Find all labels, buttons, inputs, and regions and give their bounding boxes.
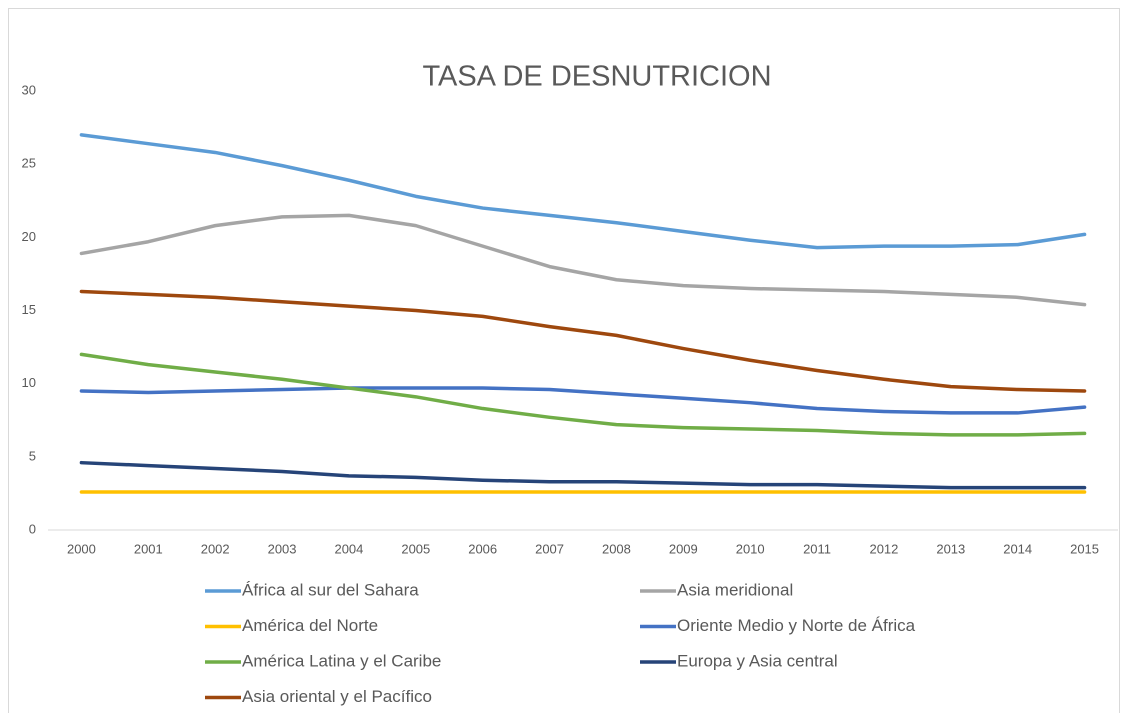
series-line	[79, 213, 1087, 307]
x-tick-label: 2013	[936, 541, 965, 556]
x-tick-label: 2014	[1003, 541, 1032, 556]
y-tick-label: 10	[22, 375, 36, 390]
legend-label: África al sur del Sahara	[242, 580, 419, 599]
x-tick-label: 2002	[201, 541, 230, 556]
chart-frame	[8, 8, 1120, 713]
legend-label: América del Norte	[242, 616, 378, 635]
chart-title: TASA DE DESNUTRICION	[422, 61, 771, 93]
series-line	[79, 386, 1087, 415]
series-line	[79, 352, 1087, 437]
x-tick-label: 2000	[67, 541, 96, 556]
legend-label: Asia meridional	[677, 580, 793, 599]
series-line	[79, 289, 1087, 393]
x-tick-label: 2010	[736, 541, 765, 556]
x-tick-label: 2007	[535, 541, 564, 556]
series-line	[79, 133, 1087, 250]
y-tick-label: 25	[22, 156, 36, 171]
x-tick-label: 2012	[869, 541, 898, 556]
legend-label: Europa y Asia central	[677, 651, 838, 670]
x-tick-label: 2001	[134, 541, 163, 556]
y-tick-label: 30	[22, 82, 36, 97]
y-tick-label: 15	[22, 302, 36, 317]
y-tick-label: 20	[22, 229, 36, 244]
x-tick-label: 2005	[401, 541, 430, 556]
y-tick-label: 0	[29, 521, 36, 536]
legend-label: América Latina y el Caribe	[242, 651, 441, 670]
series-line	[79, 460, 1087, 490]
x-tick-label: 2006	[468, 541, 497, 556]
x-tick-label: 2011	[803, 541, 831, 556]
x-tick-label: 2003	[268, 541, 297, 556]
legend-label: Oriente Medio y Norte de África	[677, 616, 916, 635]
y-tick-label: 5	[29, 448, 36, 463]
x-tick-label: 2015	[1070, 541, 1099, 556]
x-tick-label: 2009	[669, 541, 698, 556]
legend-label: Asia oriental y el Pacífico	[242, 687, 432, 706]
x-tick-label: 2004	[334, 541, 363, 556]
x-tick-label: 2008	[602, 541, 631, 556]
